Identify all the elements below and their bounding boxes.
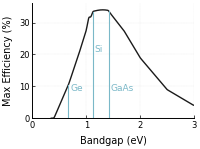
X-axis label: Bandgap (eV): Bandgap (eV)	[80, 136, 147, 146]
Text: GaAs: GaAs	[110, 84, 134, 93]
Text: Ge: Ge	[70, 84, 83, 93]
Y-axis label: Max Efficiency (%): Max Efficiency (%)	[3, 16, 13, 106]
Text: Si: Si	[94, 45, 103, 55]
